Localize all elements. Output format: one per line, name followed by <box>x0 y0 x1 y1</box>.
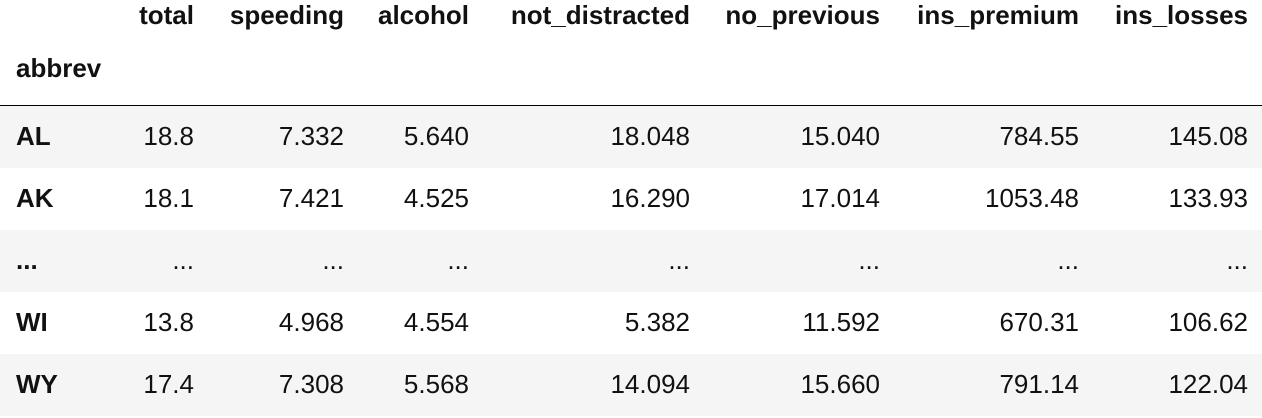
table-cell: 791.14 <box>999 369 1079 399</box>
table-cell: 18.1 <box>143 183 194 213</box>
table-cell: 106.62 <box>1168 307 1248 337</box>
table-cell: ... <box>858 245 880 275</box>
table-cell: 14.094 <box>610 369 690 399</box>
table-cell: 15.040 <box>800 121 880 152</box>
table-row: WI 13.8 4.968 4.554 5.382 11.592 670.31 … <box>0 291 1262 354</box>
table-row: AL 18.8 7.332 5.640 18.048 15.040 784.55… <box>0 105 1262 168</box>
table-cell: 17.4 <box>143 369 194 399</box>
row-index: WI <box>16 307 48 337</box>
row-index: WY <box>16 369 58 399</box>
empty-header-cell <box>118 31 208 106</box>
row-index: AK <box>16 183 54 213</box>
empty-header-cell <box>358 31 483 106</box>
table-cell: ... <box>447 245 469 275</box>
table-cell: 13.8 <box>143 307 194 337</box>
row-index: ... <box>16 245 38 275</box>
corner-cell <box>0 0 118 31</box>
column-header-ins-losses: ins_losses <box>1115 0 1248 30</box>
table-cell: ... <box>1226 245 1248 275</box>
table-row-ellipsis: ... ... ... ... ... ... ... ... <box>0 229 1262 292</box>
table-cell: 7.421 <box>278 183 344 213</box>
index-name-row: abbrev <box>0 31 1262 106</box>
row-index: AL <box>16 121 51 152</box>
table-cell: 16.290 <box>610 183 690 213</box>
table-cell: 5.382 <box>624 307 690 337</box>
column-header-speeding: speeding <box>229 0 344 30</box>
table-cell: 7.308 <box>278 369 344 399</box>
empty-header-cell <box>208 31 358 106</box>
table-cell: 5.568 <box>403 369 469 399</box>
empty-header-cell <box>483 31 704 106</box>
table-cell: 17.014 <box>800 183 880 213</box>
table-row: AK 18.1 7.421 4.525 16.290 17.014 1053.4… <box>0 167 1262 230</box>
index-name: abbrev <box>0 31 118 106</box>
table-cell: 4.968 <box>278 307 344 337</box>
table-cell: 15.660 <box>800 369 880 399</box>
table-cell: 5.640 <box>403 121 469 152</box>
column-header-alcohol: alcohol <box>377 0 469 30</box>
table-cell: 18.8 <box>143 121 194 152</box>
table-cell: 122.04 <box>1168 369 1248 399</box>
table-cell: 7.332 <box>278 121 344 152</box>
table-cell: ... <box>322 245 344 275</box>
table-cell: 145.08 <box>1168 121 1248 152</box>
table-cell: 4.554 <box>403 307 469 337</box>
table-cell: 18.048 <box>610 121 690 152</box>
table-cell: 670.31 <box>999 307 1079 337</box>
column-header-not-distracted: not_distracted <box>510 0 690 30</box>
table-cell: 1053.48 <box>985 183 1079 213</box>
table-cell: ... <box>172 245 194 275</box>
table-cell: 133.93 <box>1168 183 1248 213</box>
column-header-total: total <box>139 0 194 30</box>
empty-header-cell <box>704 31 894 106</box>
column-header-ins-premium: ins_premium <box>917 0 1079 30</box>
table-cell: ... <box>668 245 690 275</box>
table-row: WY 17.4 7.308 5.568 14.094 15.660 791.14… <box>0 353 1262 416</box>
table-cell: 11.592 <box>802 307 880 337</box>
column-header-row: total speeding alcohol not_distracted no… <box>0 0 1262 31</box>
empty-header-cell <box>1093 31 1262 106</box>
table-cell: 784.55 <box>999 121 1079 152</box>
empty-header-cell <box>894 31 1093 106</box>
table-cell: 4.525 <box>403 183 469 213</box>
table-cell: ... <box>1057 245 1079 275</box>
column-header-no-previous: no_previous <box>725 0 880 30</box>
